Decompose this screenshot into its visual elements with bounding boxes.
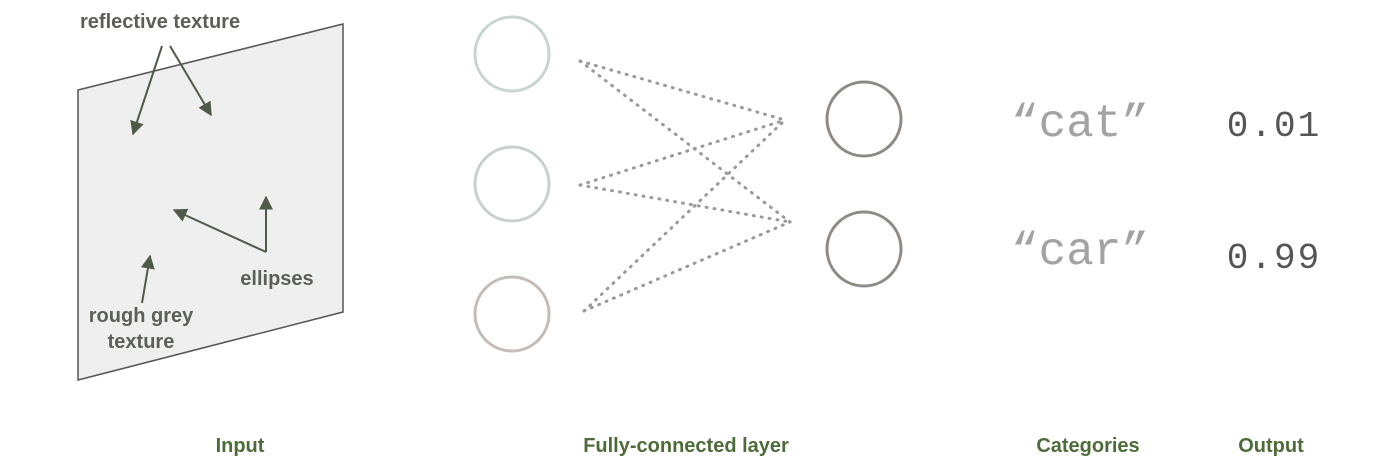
edge-3-2	[582, 220, 792, 313]
edge-1-2	[578, 59, 792, 224]
input-neuron-2	[473, 145, 551, 223]
arrow-reflective-right	[169, 45, 212, 117]
edge-2-1	[578, 118, 787, 187]
annotation-arrows	[130, 45, 273, 304]
edge-1-1	[578, 59, 787, 122]
caption-output: Output	[1238, 435, 1304, 457]
label-rough-grey: rough grey	[89, 305, 194, 327]
output-neuron-car	[825, 210, 903, 288]
caption-fully-connected-layer: Fully-connected layer	[583, 435, 789, 457]
arrow-ellipses-left	[172, 208, 267, 253]
arrow-reflective-left	[130, 45, 163, 136]
input-neuron-3	[473, 275, 551, 353]
caption-categories: Categories	[1036, 435, 1139, 457]
output-value-car: 0.99	[1227, 238, 1321, 279]
edge-3-1	[582, 118, 787, 313]
output-neuron-cat	[825, 80, 903, 158]
output-value-cat: 0.01	[1227, 106, 1321, 147]
label-ellipses: ellipses	[240, 268, 313, 290]
label-texture: texture	[108, 331, 175, 353]
input-neuron-1	[473, 15, 551, 93]
category-cat: “cat”	[1011, 98, 1149, 150]
connection-edges	[578, 59, 792, 313]
edge-2-2	[578, 183, 792, 224]
arrow-rough-texture	[140, 254, 155, 304]
label-reflective-texture: reflective texture	[80, 11, 240, 33]
category-car: “car”	[1011, 226, 1149, 278]
caption-input: Input	[216, 435, 265, 457]
